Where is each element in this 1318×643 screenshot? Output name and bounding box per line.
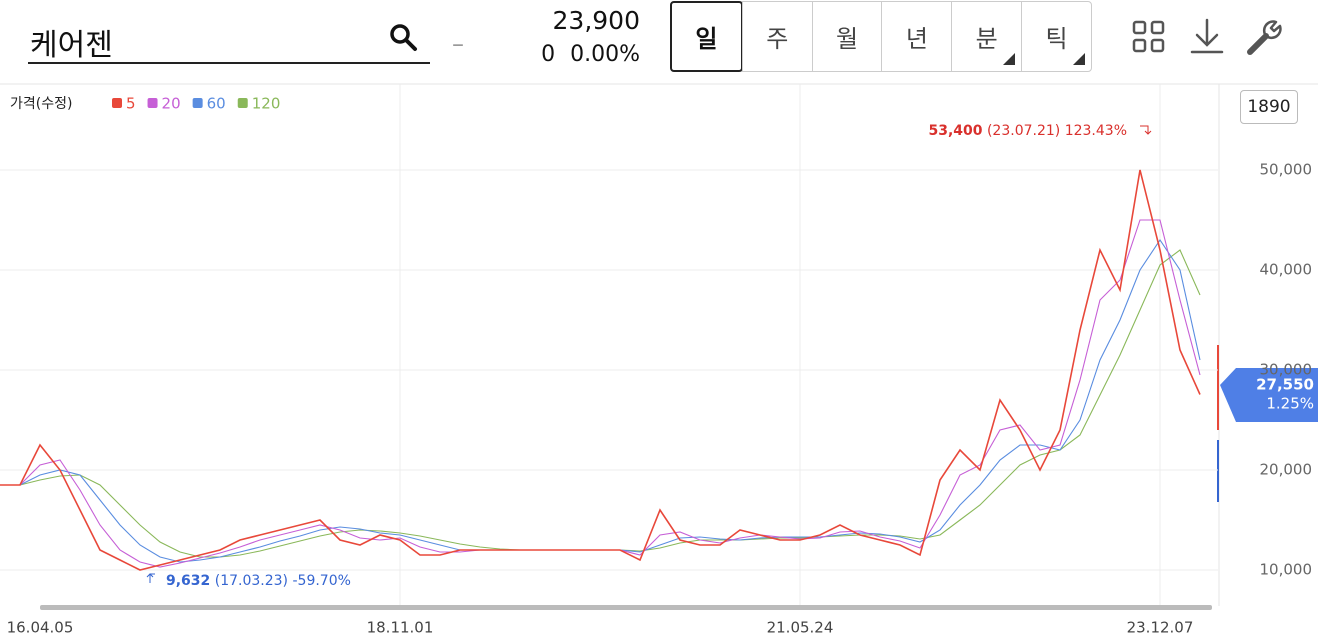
y-tick-label: 50,000 bbox=[1260, 161, 1313, 179]
low-date: (17.03.23) bbox=[215, 573, 288, 589]
y-tick-label: 10,000 bbox=[1260, 561, 1313, 579]
legend-title: 가격(수정) bbox=[10, 96, 72, 112]
search-icon[interactable] bbox=[388, 22, 418, 52]
y-tick-label: 30,000 bbox=[1260, 361, 1313, 379]
change: 0 0.00% bbox=[541, 42, 640, 67]
badge[interactable]: 1890 bbox=[1240, 90, 1298, 124]
high-arrow bbox=[1140, 125, 1152, 135]
x-tick-label: 23.12.07 bbox=[1127, 619, 1194, 637]
tab[interactable]: 년 bbox=[881, 2, 951, 71]
y-tick-label: 20,000 bbox=[1260, 461, 1313, 479]
low-change: -59.70% bbox=[292, 573, 350, 589]
legend-label: 5 bbox=[126, 95, 136, 113]
high-price: 53,400 bbox=[928, 123, 982, 139]
settings-icon[interactable] bbox=[1246, 18, 1284, 56]
dash: – bbox=[452, 30, 464, 58]
price: 23,900 bbox=[552, 6, 640, 35]
high-annotation: 53,400 (23.07.21) 123.43% bbox=[928, 123, 1127, 139]
last-change: 1.25% bbox=[1266, 395, 1314, 413]
layout-icon[interactable] bbox=[1132, 20, 1166, 54]
legend-label: 20 bbox=[162, 95, 181, 113]
low-annotation: 9,632 (17.03.23) -59.70% bbox=[166, 573, 351, 589]
tab[interactable]: 주 bbox=[741, 2, 812, 71]
x-tick-label: 21.05.24 bbox=[767, 619, 834, 637]
scrollbar[interactable] bbox=[40, 605, 1212, 610]
legend-swatch bbox=[192, 98, 203, 108]
tab[interactable]: 월 bbox=[811, 2, 882, 71]
last-price-box bbox=[1220, 368, 1318, 422]
x-tick-label: 16.04.05 bbox=[7, 619, 74, 637]
series-line bbox=[0, 249, 1201, 558]
legend-label: 60 bbox=[207, 95, 226, 113]
search-box[interactable]: 케어젠 bbox=[28, 10, 430, 64]
legend-label: 120 bbox=[252, 95, 281, 113]
low-arrow bbox=[146, 573, 155, 583]
y-tick-label: 40,000 bbox=[1260, 261, 1313, 279]
download-icon[interactable] bbox=[1190, 18, 1224, 56]
series-line bbox=[0, 169, 1201, 571]
low-price: 9,632 bbox=[166, 573, 210, 589]
legend-swatch bbox=[112, 98, 122, 108]
series-line bbox=[0, 219, 1201, 568]
high-date: (23.07.21) bbox=[987, 123, 1060, 139]
legend-swatch bbox=[237, 98, 248, 108]
last-price: 27,550 bbox=[1256, 376, 1314, 394]
tab[interactable]: 분 bbox=[951, 2, 1021, 71]
high-change: 123.43% bbox=[1065, 123, 1127, 139]
plot bbox=[0, 84, 1218, 605]
search-text[interactable]: 케어젠 bbox=[30, 28, 113, 63]
x-tick-label: 18.11.01 bbox=[367, 619, 434, 637]
period-tabs: 일 주 월 년 분 틱 bbox=[670, 1, 1092, 72]
series-line bbox=[0, 239, 1201, 563]
legend-swatch bbox=[147, 98, 158, 108]
tab[interactable]: 틱 bbox=[1021, 2, 1091, 71]
